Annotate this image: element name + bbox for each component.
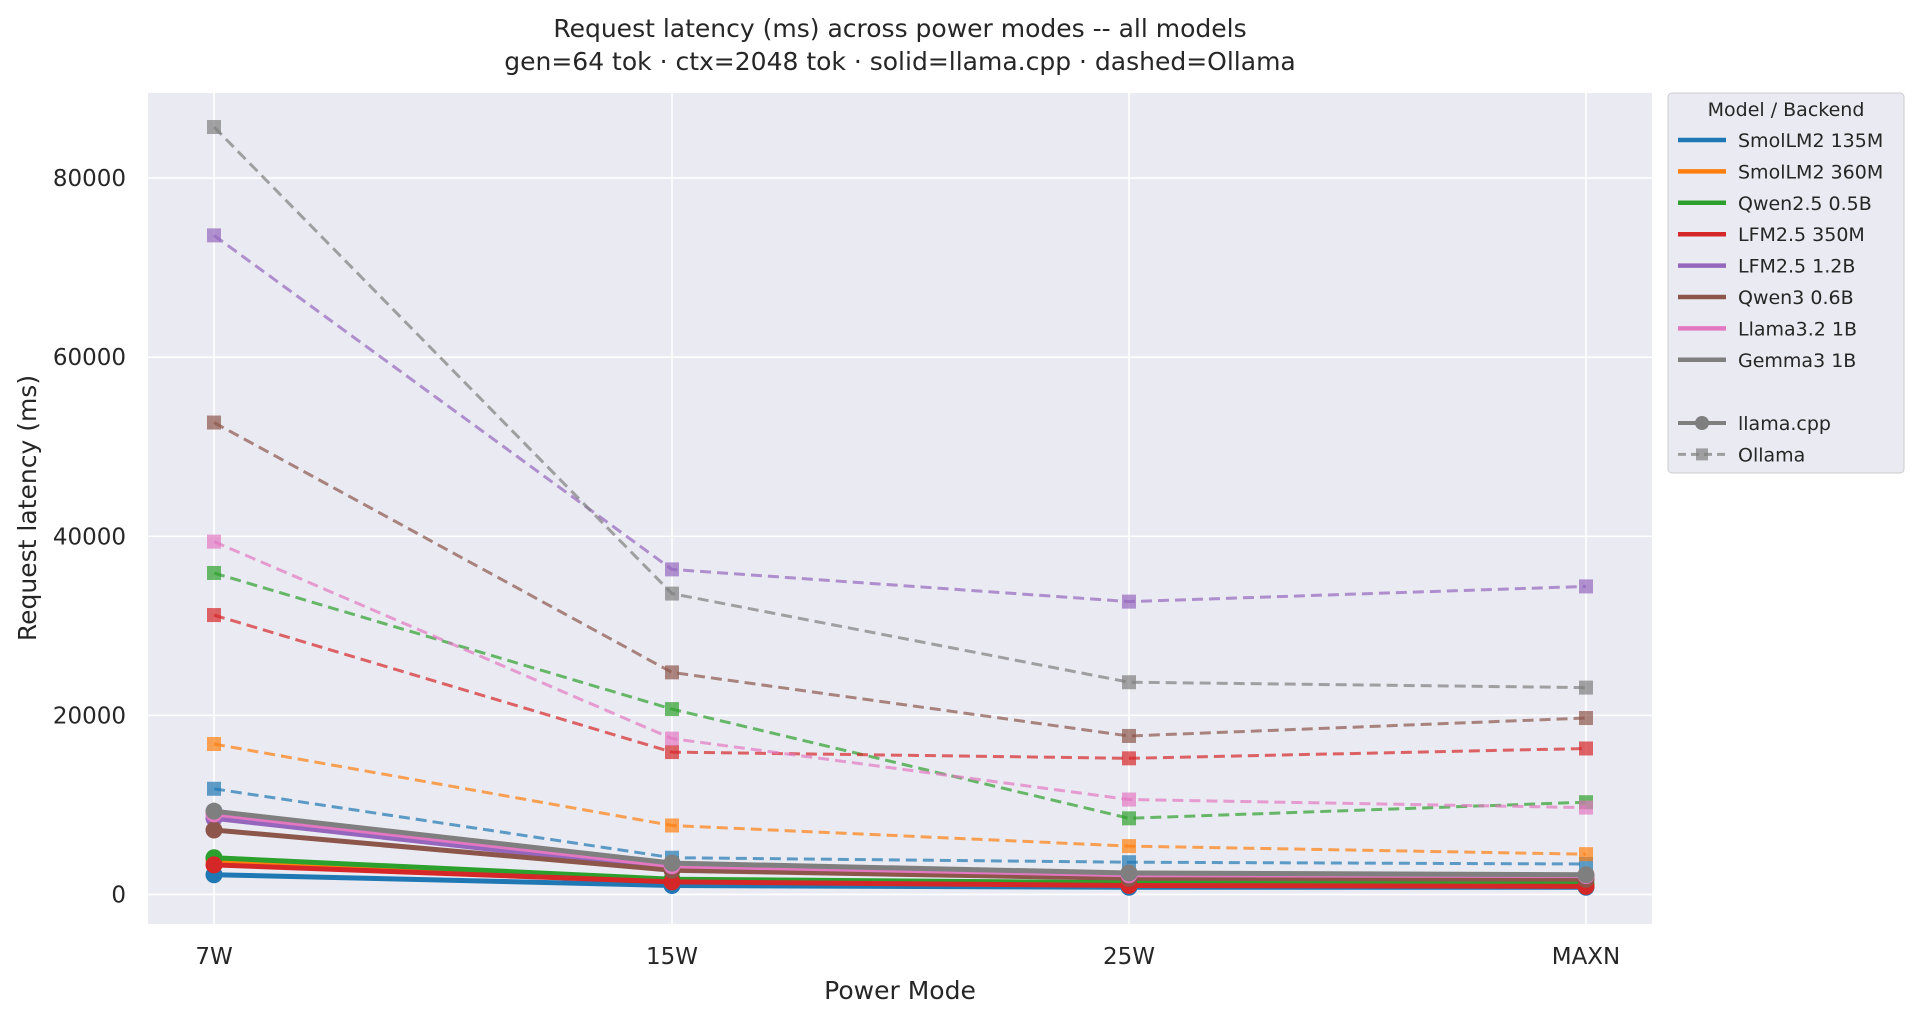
- legend-entry: LFM2.5 1.2B: [1678, 256, 1855, 278]
- legend-entry: LFM2.5 350M: [1678, 224, 1865, 246]
- legend-label: Qwen2.5 0.5B: [1738, 193, 1872, 215]
- legend-entry: Qwen3 0.6B: [1678, 287, 1854, 309]
- legend-entry: SmolLM2 360M: [1678, 161, 1883, 183]
- series-smollm2-360m-ollama: [207, 737, 1593, 862]
- y-tick-label: 20000: [53, 703, 126, 729]
- legend-items: SmolLM2 135M SmolLM2 360M Qwen2.5 0.5B LFM2…: [1678, 130, 1883, 466]
- legend-label: Gemma3 1B: [1738, 350, 1856, 372]
- data-point: [1579, 680, 1593, 695]
- data-point: [1579, 847, 1593, 862]
- series-llama3-2-1b-ollama: [207, 534, 1593, 815]
- data-point: [207, 415, 221, 430]
- legend-entry: Gemma3 1B: [1678, 350, 1856, 372]
- y-tick-label: 0: [111, 882, 126, 908]
- data-point: [1122, 751, 1136, 766]
- data-point: [1122, 811, 1136, 826]
- data-point: [1577, 866, 1595, 884]
- series-gemma3-1b-ollama: [207, 120, 1593, 695]
- data-point: [207, 228, 221, 243]
- data-point: [665, 702, 679, 717]
- chart-subtitle: gen=64 tok · ctx=2048 tok · solid=llama.…: [504, 47, 1296, 76]
- x-axis-label: Power Mode: [824, 976, 976, 1005]
- y-axis-label: Request latency (ms): [13, 375, 42, 641]
- x-tick-label: 7W: [195, 944, 232, 970]
- data-point: [207, 565, 221, 580]
- legend-label: llama.cpp: [1738, 413, 1831, 435]
- series-line: [213, 855, 1587, 887]
- data-point: [207, 781, 221, 796]
- series-line: [213, 862, 1587, 889]
- x-tick-label: MAXN: [1552, 944, 1621, 970]
- legend-label: SmolLM2 135M: [1738, 130, 1883, 152]
- legend-entry: Llama3.2 1B: [1678, 318, 1857, 340]
- series-lfm2-5-350m-ollama: [207, 608, 1593, 766]
- data-point: [665, 731, 679, 746]
- legend-entry: llama.cpp: [1678, 413, 1831, 435]
- x-axis-ticks: 7W 15W 25W MAXN: [195, 944, 1620, 970]
- series-line: [213, 827, 1587, 882]
- y-tick-label: 40000: [53, 524, 126, 550]
- legend: Model / Backend SmolLM2 135M SmolLM2 360M…: [1667, 92, 1905, 474]
- series-lfm2-5-1-2b-ollama: [207, 228, 1593, 609]
- x-tick-label: 25W: [1103, 944, 1155, 970]
- legend-marker: [1695, 416, 1709, 430]
- series-line: [213, 571, 1587, 820]
- series-layer: [205, 120, 1595, 896]
- data-point: [665, 562, 679, 577]
- plot-area: [148, 93, 1652, 924]
- data-point: [663, 873, 681, 891]
- data-point: [205, 821, 223, 839]
- legend-label: Ollama: [1738, 444, 1805, 466]
- legend-label: LFM2.5 1.2B: [1738, 256, 1855, 278]
- data-point: [1122, 594, 1136, 609]
- legend-entry: Qwen2.5 0.5B: [1678, 193, 1872, 215]
- chart-title: Request latency (ms) across power modes …: [553, 14, 1246, 43]
- data-point: [663, 854, 681, 872]
- series-line: [213, 808, 1587, 878]
- legend-box: [1667, 92, 1905, 474]
- legend-entry: SmolLM2 135M: [1678, 130, 1883, 152]
- data-point: [1579, 741, 1593, 756]
- data-point: [207, 120, 221, 135]
- data-point: [1122, 792, 1136, 807]
- data-point: [665, 586, 679, 601]
- legend-label: Qwen3 0.6B: [1738, 287, 1854, 309]
- data-point: [1579, 711, 1593, 726]
- series-line: [212, 125, 1587, 690]
- legend-entry: Ollama: [1678, 444, 1805, 466]
- y-axis-ticks: 0 20000 40000 60000 80000: [53, 166, 126, 908]
- legend-label: LFM2.5 350M: [1738, 224, 1865, 246]
- data-point: [1122, 728, 1136, 743]
- legend-label: Llama3.2 1B: [1738, 318, 1857, 340]
- data-point: [1579, 579, 1593, 594]
- data-point: [207, 608, 221, 623]
- data-point: [665, 745, 679, 760]
- data-point: [1120, 864, 1138, 882]
- data-point: [1122, 675, 1136, 690]
- y-tick-label: 80000: [53, 166, 126, 192]
- data-point: [205, 802, 223, 820]
- legend-marker: [1696, 448, 1708, 461]
- x-tick-label: 15W: [646, 944, 698, 970]
- data-point: [207, 534, 221, 549]
- data-point: [665, 818, 679, 833]
- series-line: [213, 613, 1587, 760]
- series-line: [213, 421, 1587, 738]
- legend-title: Model / Backend: [1708, 99, 1865, 121]
- data-point: [1122, 839, 1136, 854]
- series-gemma3-1b-llama-cpp: [205, 802, 1595, 884]
- series-line: [213, 787, 1587, 866]
- y-tick-label: 60000: [53, 345, 126, 371]
- series-qwen3-0-6b-ollama: [207, 415, 1593, 743]
- data-point: [207, 737, 221, 752]
- data-point: [665, 665, 679, 680]
- data-point: [205, 856, 223, 874]
- data-point: [1579, 800, 1593, 815]
- legend-label: SmolLM2 360M: [1738, 161, 1883, 183]
